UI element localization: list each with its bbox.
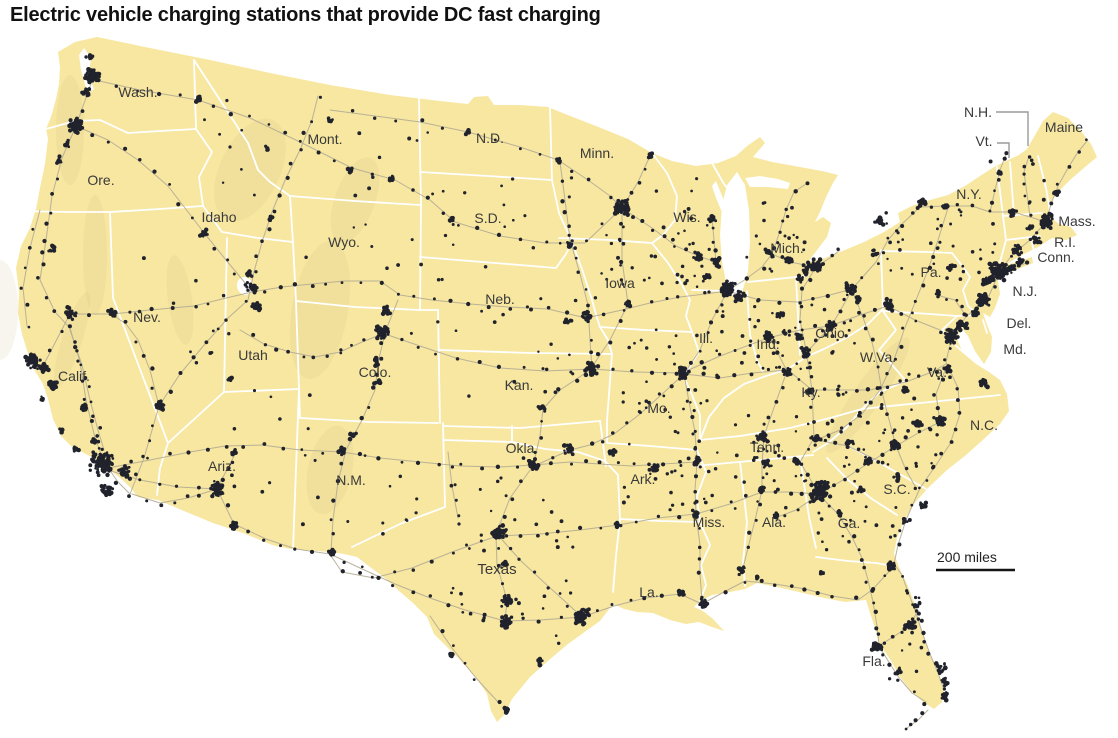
charging-station-dots xyxy=(19,53,1088,731)
state-label-ill: Ill. xyxy=(699,330,713,346)
state-label-ny: N.Y. xyxy=(956,186,981,202)
scale-bar: 200 miles xyxy=(936,549,1015,572)
state-label-wis: Wis. xyxy=(673,209,700,225)
state-label-mo: Mo. xyxy=(647,400,670,416)
state-label-kan: Kan. xyxy=(505,377,534,393)
map-title: Electric vehicle charging stations that … xyxy=(10,4,601,26)
state-label-colo: Colo. xyxy=(359,364,392,380)
state-label-ariz: Ariz. xyxy=(208,458,236,474)
state-label-ri: R.I. xyxy=(1054,234,1076,250)
state-label-calif: Calif. xyxy=(58,368,90,384)
state-label-ark: Ark. xyxy=(631,471,656,487)
state-label-sd: S.D. xyxy=(474,210,501,226)
state-label-utah: Utah xyxy=(238,347,268,363)
state-label-fla: Fla. xyxy=(862,653,885,669)
state-label-minn: Minn. xyxy=(580,145,614,161)
state-label-la: La. xyxy=(639,584,658,600)
state-label-ga: Ga. xyxy=(838,515,861,531)
state-label-ala: Ala. xyxy=(762,514,786,530)
state-borders xyxy=(16,59,1050,602)
state-label-pa: Pa. xyxy=(920,264,941,280)
label-leader-lines xyxy=(996,111,1029,158)
state-label-idaho: Idaho xyxy=(201,209,236,225)
state-label-mass: Mass. xyxy=(1058,213,1095,229)
state-label-ky: Ky. xyxy=(801,384,820,400)
state-label-tenn: Tenn. xyxy=(750,439,784,455)
state-label-nh: N.H. xyxy=(964,104,992,120)
state-label-iowa: Iowa xyxy=(605,275,635,291)
state-label-okla: Okla. xyxy=(506,440,539,456)
straits-of-mackinac xyxy=(745,176,790,189)
scale-bar-label: 200 miles xyxy=(937,549,997,565)
state-label-nev: Nev. xyxy=(133,309,161,325)
state-label-ore: Ore. xyxy=(87,172,114,188)
state-label-sc: S.C. xyxy=(883,481,910,497)
state-label-miss: Miss. xyxy=(693,514,726,530)
state-labels: Wash. Ore. Calif. Nev. Idaho Utah Ariz. Mont. Wy… xyxy=(58,84,1096,669)
state-label-nj: N.J. xyxy=(1013,283,1038,299)
state-label-del: Del. xyxy=(1007,315,1032,331)
state-label-vt: Vt. xyxy=(975,133,992,149)
state-label-ind: Ind. xyxy=(756,336,779,352)
state-label-ohio: Ohio xyxy=(815,325,845,341)
state-label-nm: N.M. xyxy=(336,472,366,488)
state-label-nc: N.C. xyxy=(970,417,998,433)
state-label-md: Md. xyxy=(1003,341,1026,357)
state-label-neb: Neb. xyxy=(485,291,515,307)
green-bay xyxy=(712,181,729,217)
state-label-va: Va. xyxy=(927,364,947,380)
state-label-wva: W.Va. xyxy=(860,349,896,365)
state-label-maine: Maine xyxy=(1045,119,1083,135)
state-label-conn: Conn. xyxy=(1037,249,1074,265)
lake-michigan xyxy=(720,172,750,296)
state-label-nd: N.D. xyxy=(476,130,504,146)
state-label-wash: Wash. xyxy=(118,84,157,100)
state-label-mont: Mont. xyxy=(307,131,342,147)
state-label-texas: Texas xyxy=(477,561,516,578)
state-label-wyo: Wyo. xyxy=(328,234,360,250)
state-label-mich: Mich. xyxy=(770,240,803,256)
